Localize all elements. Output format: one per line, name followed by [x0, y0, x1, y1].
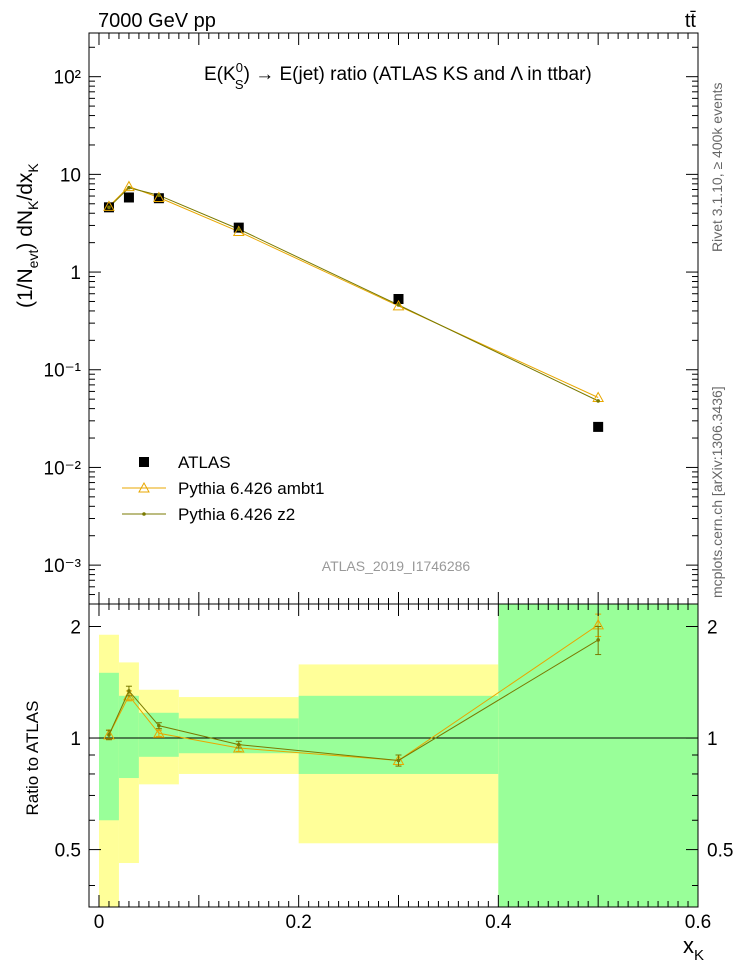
- y-tick-label: 1: [70, 263, 81, 284]
- main-ylabel: (1/Nevt) dNK/dxK: [14, 163, 41, 308]
- y-tick-label: 10⁻²: [44, 458, 82, 479]
- ratio-point: [127, 689, 131, 693]
- y-tick-label: 10: [60, 165, 81, 186]
- main-line-2: [108, 187, 599, 402]
- main-data-marks: [103, 180, 605, 432]
- svg-text:xK: xK: [683, 933, 704, 964]
- atlas-data-point: [593, 421, 604, 432]
- z2-point: [127, 185, 131, 190]
- atlas-data-point: [123, 192, 134, 203]
- ratio-point: [157, 723, 161, 728]
- process-label: tt̄: [685, 10, 697, 32]
- z2-point: [157, 193, 161, 198]
- x-tick-label: 0: [94, 912, 105, 933]
- ratio-ylabel: Ratio to ATLAS: [23, 701, 42, 816]
- ratio-point: [153, 727, 165, 738]
- legend-marker-z2: [142, 512, 146, 516]
- ratio-y-tick-label: 1: [70, 729, 81, 750]
- legend-label: ATLAS: [178, 453, 231, 472]
- x-tick-label: 0.6: [685, 912, 711, 933]
- ratio-y-tick-label: 2: [70, 617, 81, 638]
- x-tick-label: 0.4: [485, 912, 512, 933]
- ratio-y-tick-label-right: 1: [707, 729, 718, 750]
- ambt1-point: [392, 299, 405, 311]
- y-tick-label: 10²: [54, 68, 81, 89]
- ratio-point: [396, 758, 401, 763]
- ratio-uncertainty-bands: [89, 604, 698, 907]
- main-series-lines: [108, 185, 599, 402]
- ratio-point: [596, 638, 600, 642]
- analysis-watermark: ATLAS_2019_I1746286: [322, 558, 471, 574]
- legend: ATLAS Pythia 6.426 ambt1 Pythia 6.426 z2: [122, 453, 324, 524]
- rivet-label: Rivet 3.1.10, ≥ 400k events: [709, 82, 725, 252]
- ambt1-point: [103, 200, 115, 211]
- z2-point: [107, 205, 111, 210]
- legend-label: Pythia 6.426 ambt1: [178, 479, 324, 498]
- band-green-1: [118, 695, 139, 779]
- z2-point: [236, 227, 241, 231]
- ratio-y-tick-label-right: 2: [707, 617, 718, 638]
- atlas-data-point: [153, 193, 164, 204]
- ratio-point: [107, 733, 111, 737]
- ratio-axes: 0.5 0.5 1 1 2 2 0 0.2 0.4 0.6: [55, 603, 733, 933]
- mcplots-label: mcplots.cern.ch [arXiv:1306.3436]: [709, 386, 725, 598]
- ratio-series-lines: [103, 613, 605, 767]
- ambt1-point: [232, 225, 245, 237]
- ambt1-point: [123, 180, 135, 192]
- atlas-data-point: [393, 293, 404, 304]
- svg-text:(1/Nevt) dNK/dxK: (1/Nevt) dNK/dxK: [14, 163, 41, 308]
- ratio-line-1: [108, 639, 599, 761]
- main-title: E(K0 S) → E(jet) ratio (ATLAS KS and Λ in…: [204, 60, 592, 92]
- legend-marker-atlas: [139, 457, 149, 467]
- legend-label: Pythia 6.426 z2: [178, 505, 295, 524]
- legend-marker-ambt1: [138, 481, 150, 493]
- y-tick-label: 10⁻³: [44, 556, 82, 577]
- x-tick-label: 0.2: [285, 912, 311, 933]
- z2-point: [396, 303, 401, 307]
- ratio-y-tick-label: 0.5: [55, 841, 81, 862]
- band-green-0: [98, 672, 119, 821]
- energy-label: 7000 GeV pp: [98, 10, 216, 32]
- z2-point: [596, 399, 600, 403]
- ratio-point: [236, 742, 241, 747]
- ratio-line-0: [108, 624, 599, 761]
- x-axis-label: xK: [683, 933, 704, 964]
- ratio-y-tick-label-right: 0.5: [707, 841, 733, 862]
- svg-text:E(K0S) → E(jet) ratio (ATLAS K: E(K0 S) → E(jet) ratio (ATLAS KS and Λ in…: [204, 60, 592, 92]
- main-axes: 10⁻³ 10⁻² 10⁻¹ 1 10 10²: [44, 32, 699, 605]
- y-tick-label: 10⁻¹: [44, 361, 82, 382]
- ambt1-point: [153, 191, 165, 202]
